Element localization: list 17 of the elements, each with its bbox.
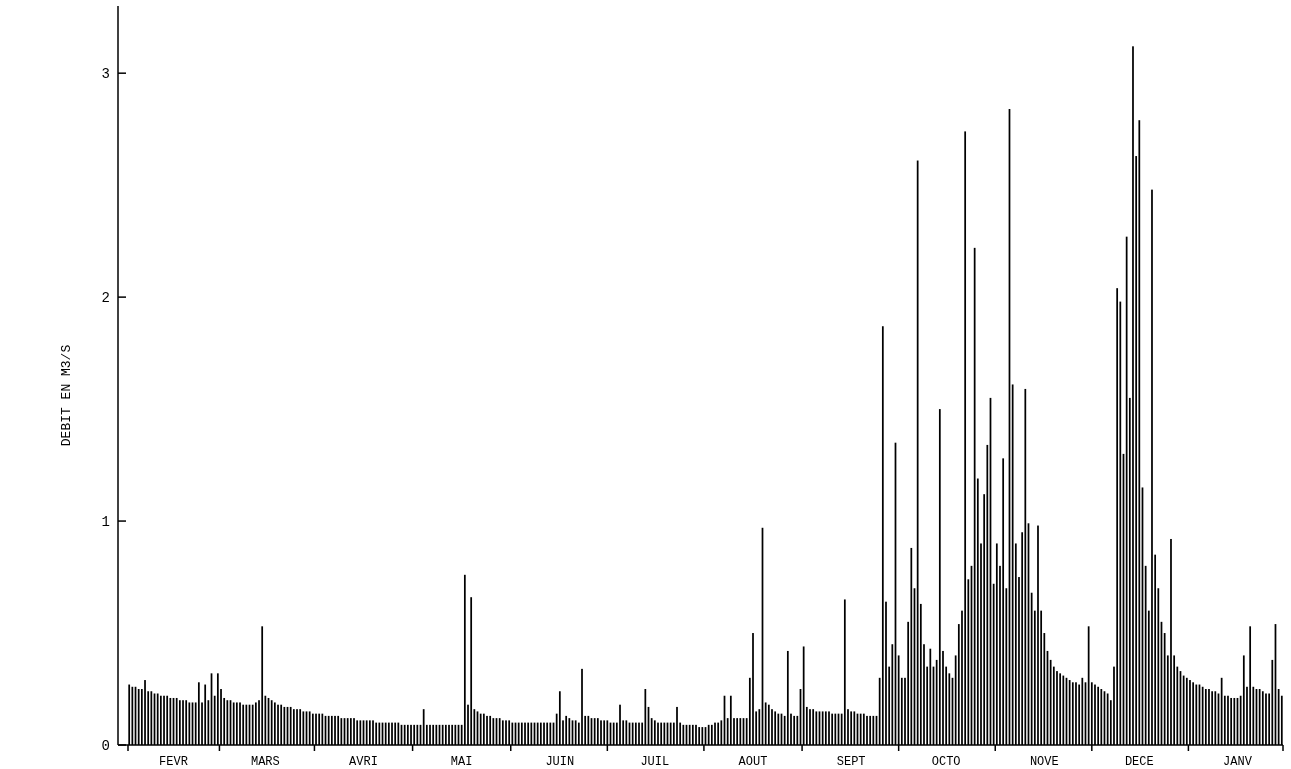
x-tick-label: FEVR [159, 755, 188, 769]
x-tick-label: JANV [1223, 755, 1253, 769]
x-tick-label: AVRI [349, 755, 378, 769]
x-tick-label: NOVE [1029, 755, 1059, 769]
x-tick-label: JUIL [640, 755, 670, 769]
y-tick-label: 2 [101, 290, 110, 307]
x-tick-label: AOUT [738, 755, 768, 769]
x-tick-label: MAI [450, 755, 473, 769]
y-tick-label: 3 [101, 66, 110, 83]
y-tick-label: 1 [101, 513, 110, 530]
y-tick-label: 0 [101, 737, 110, 754]
x-tick-label: JUIN [545, 755, 575, 769]
y-axis-title: DEBIT EN M3/S [59, 344, 74, 447]
x-tick-label: DECE [1124, 755, 1154, 769]
x-tick-label: SEPT [836, 755, 866, 769]
x-tick-label: MARS [250, 755, 280, 769]
x-tick-label: OCTO [931, 755, 961, 769]
